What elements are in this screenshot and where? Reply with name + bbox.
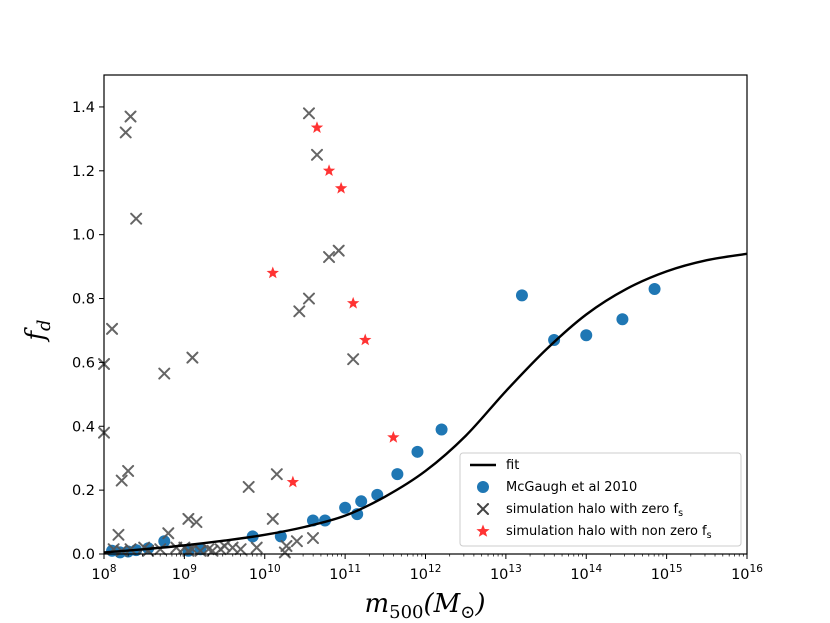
nonzero-fs-point <box>286 475 300 488</box>
mcgaugh-point <box>355 495 368 508</box>
y-tick-label-0.4: 0.4 <box>72 419 95 435</box>
zero-fs-point <box>182 512 195 525</box>
zero-fs-point <box>112 528 125 541</box>
zero-fs-point <box>119 126 132 139</box>
x-axis-label-sub: 500 <box>389 602 423 623</box>
mcgaugh-point <box>158 535 171 548</box>
zero-fs-point <box>270 468 283 481</box>
nonzero-fs-point <box>346 296 360 309</box>
nonzero-fs-point <box>310 121 324 133</box>
legend: fit McGaugh et al 2010 simulation halo w… <box>459 452 742 547</box>
zero-fs-point <box>266 512 279 525</box>
y-tick-label-0.2: 0.2 <box>72 483 95 499</box>
x-tick-label-11: 1011 <box>329 563 361 583</box>
legend-mcgaugh-label: McGaugh et al 2010 <box>506 480 637 495</box>
fit-line <box>103 252 748 554</box>
mcgaugh-point <box>580 329 593 342</box>
zero-fs-point <box>154 543 167 556</box>
zero-fs-point <box>293 305 306 318</box>
x-axis: 108 109 1010 1011 1012 1013 1014 1015 1016 <box>91 554 763 583</box>
x-tick-label-16: 1016 <box>731 563 763 583</box>
x-axis-label: m500(M⊙) <box>364 589 485 623</box>
legend-mcgaugh-swatch <box>477 481 489 493</box>
nonzero-fs-point <box>266 266 279 279</box>
nonzero-fs-point <box>322 164 336 177</box>
mcgaugh-point <box>548 334 561 347</box>
zero-fs-point <box>280 540 293 553</box>
zero-fs-point <box>158 367 171 380</box>
zero-fs-point <box>106 322 119 335</box>
y-tick-label-0.6: 0.6 <box>72 355 95 371</box>
zero-fs-point <box>302 292 315 305</box>
x-tick-label-14: 1014 <box>570 563 602 583</box>
zero-fs-point <box>234 543 247 556</box>
x-tick-label-8: 108 <box>91 563 116 583</box>
mcgaugh-point <box>391 468 404 481</box>
zero-fs-point <box>306 532 319 545</box>
nonzero-fs-point <box>387 430 400 443</box>
y-tick-label-0.0: 0.0 <box>72 547 95 563</box>
zero-fs-point <box>162 527 175 540</box>
legend-fit-label: fit <box>506 458 519 473</box>
zero-fs-point <box>347 353 360 366</box>
legend-box <box>459 452 742 547</box>
zero-fs-point <box>122 464 135 477</box>
zero-fs-point <box>302 107 315 120</box>
legend-zero-sub: s <box>678 508 683 519</box>
legend-nonzero-sub: s <box>707 530 712 541</box>
zero-fs-point <box>332 244 345 257</box>
y-axis-label-sub: d <box>34 319 55 331</box>
x-tick-label-12: 1012 <box>410 563 442 583</box>
zero-fs-point <box>250 541 263 554</box>
x-axis-label-unit-sub: ⊙ <box>460 602 475 623</box>
zero-fs-point <box>124 110 137 123</box>
zero-fs-point <box>242 480 255 493</box>
x-tick-label-10: 1010 <box>249 563 281 583</box>
zero-fs-point <box>323 251 336 264</box>
mcgaugh-point <box>339 501 352 514</box>
fit-line-layer <box>103 252 748 554</box>
nonzero-fs-point <box>359 333 372 346</box>
x-tick-label-13: 1013 <box>490 563 522 583</box>
mcgaugh-point <box>515 289 528 302</box>
y-tick-label-0.8: 0.8 <box>72 292 95 308</box>
mcgaugh-point <box>435 423 448 436</box>
legend-nonzero-label: simulation halo with non zero fs <box>506 524 712 541</box>
y-tick-label-1.2: 1.2 <box>72 164 95 180</box>
nonzero-fs-point <box>334 181 348 194</box>
legend-zero-label: simulation halo with zero fs <box>506 502 683 519</box>
mcgaugh-point <box>648 282 661 295</box>
y-axis: 0.0 0.2 0.4 0.6 0.8 1.0 1.2 1.4 <box>72 100 104 563</box>
x-tick-label-15: 1015 <box>651 563 683 583</box>
legend-zero-swatch <box>477 503 489 515</box>
x-tick-label-9: 109 <box>172 563 197 583</box>
mcgaugh-point <box>411 445 424 458</box>
chart-marks <box>98 107 661 559</box>
y-tick-label-1.0: 1.0 <box>72 228 95 244</box>
legend-nonzero-swatch <box>476 524 490 537</box>
zero-fs-point <box>115 474 128 487</box>
y-tick-label-1.4: 1.4 <box>72 100 95 116</box>
zero-fs-point <box>290 535 303 548</box>
mcgaugh-point <box>194 543 207 556</box>
zero-fs-point <box>130 212 143 225</box>
zero-fs-point <box>190 516 203 529</box>
mcgaugh-point <box>616 313 629 326</box>
zero-fs-point <box>310 148 323 161</box>
zero-fs-point <box>186 351 199 364</box>
